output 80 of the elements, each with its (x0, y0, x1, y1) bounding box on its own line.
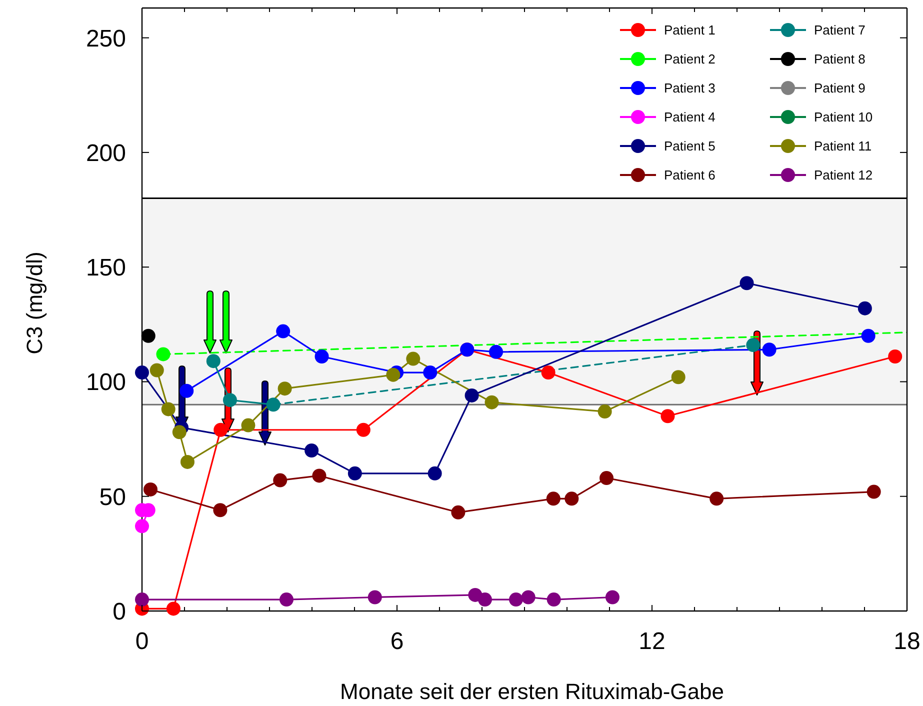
point (166, 602, 180, 616)
legend-label: Patient 2 (664, 52, 716, 66)
point (180, 384, 194, 398)
point (280, 592, 294, 607)
legend-label: Patient 7 (814, 22, 866, 38)
y-axis-title: C3 (mg/dl) (22, 252, 47, 354)
x-tick-label: 0 (135, 628, 149, 656)
point (484, 395, 499, 410)
legend-label: Patient 12 (814, 168, 873, 182)
point (546, 492, 560, 506)
point (150, 363, 164, 378)
point (521, 590, 536, 604)
point (276, 324, 290, 338)
legend-label: Patient 11 (814, 138, 872, 154)
y-tick-label: 150 (86, 254, 126, 282)
point (710, 492, 724, 506)
x-tick-label: 12 (638, 628, 666, 656)
point (156, 347, 170, 362)
point (213, 503, 228, 518)
point (762, 342, 776, 357)
point (428, 466, 442, 480)
point (541, 366, 556, 380)
point (740, 276, 754, 290)
point (546, 592, 561, 607)
point (866, 484, 881, 499)
point (605, 590, 620, 604)
point (671, 370, 686, 384)
point (368, 590, 382, 604)
point (222, 393, 237, 408)
legend-label: Patient 1 (664, 22, 716, 38)
point (141, 328, 156, 343)
point (161, 402, 176, 416)
point (304, 444, 319, 458)
point (312, 468, 326, 483)
point (888, 350, 902, 364)
point (206, 354, 220, 368)
y-tick-label: 50 (99, 484, 126, 511)
y-tick-label: 250 (86, 25, 126, 52)
point (135, 592, 149, 607)
point (278, 382, 292, 396)
point (356, 422, 370, 437)
point (135, 519, 149, 534)
point (241, 418, 256, 432)
point (180, 454, 194, 469)
x-axis-title: Monate seit der ersten Rituximab-Gabe (340, 679, 724, 704)
point (314, 350, 329, 364)
point (598, 404, 612, 419)
point (478, 592, 492, 607)
point (746, 338, 760, 352)
point (564, 492, 579, 506)
y-tick-label: 0 (112, 598, 126, 626)
legend-label: Patient 8 (814, 52, 866, 66)
point (660, 409, 675, 424)
legend-label: Patient 5 (664, 138, 716, 154)
point (214, 422, 228, 437)
x-tick-label: 18 (894, 628, 920, 656)
point (858, 301, 872, 316)
point (451, 505, 466, 520)
point (135, 366, 149, 380)
y-tick-label: 200 (86, 140, 126, 167)
point (600, 471, 614, 486)
point (423, 366, 438, 380)
x-tick-label: 6 (390, 628, 404, 656)
point (348, 466, 362, 480)
point (386, 368, 400, 382)
point (266, 398, 280, 412)
point (273, 473, 288, 488)
point (406, 352, 420, 366)
legend-label: Patient 6 (664, 168, 716, 182)
point (861, 328, 876, 343)
point (172, 425, 186, 440)
legend-label: Patient 4 (664, 110, 716, 124)
legend-label: Patient 9 (814, 80, 866, 96)
point (509, 592, 523, 607)
point (489, 344, 504, 359)
legend-label: Patient 10 (814, 110, 873, 124)
point (464, 388, 479, 402)
legend-label: Patient 3 (664, 80, 716, 96)
y-tick-label: 100 (86, 369, 126, 396)
point (144, 482, 158, 496)
